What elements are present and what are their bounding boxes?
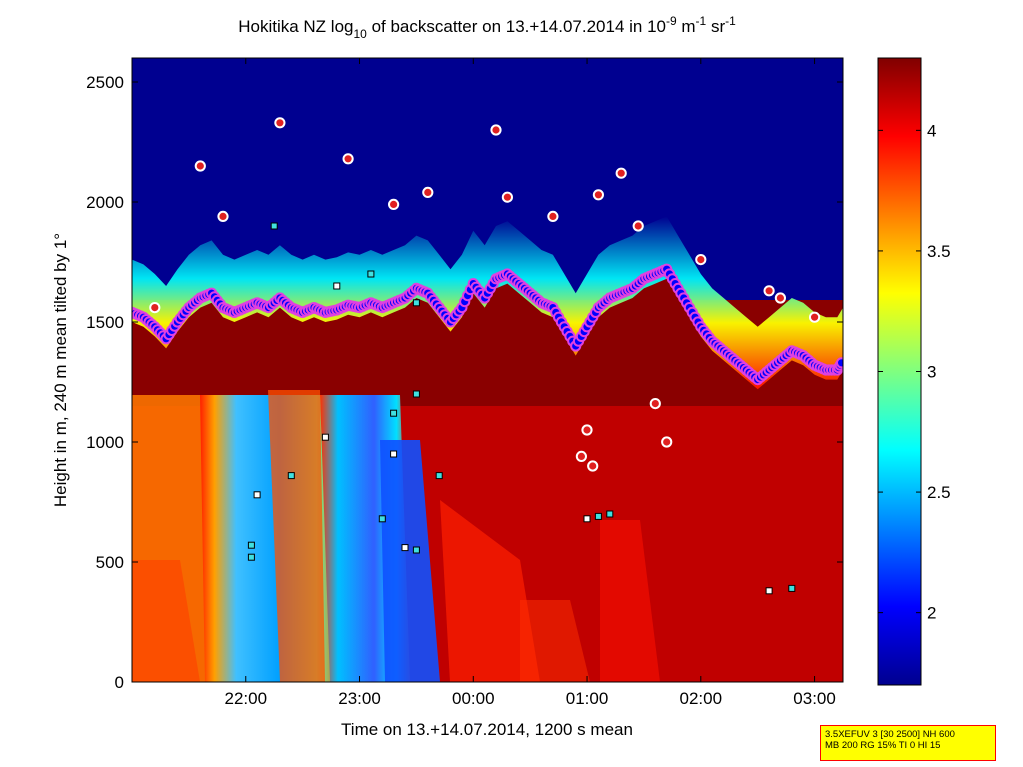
x-tick-label: 02:00 xyxy=(680,689,723,708)
cloud-base-point xyxy=(390,450,398,458)
red-column-5 xyxy=(520,600,590,682)
sky-point xyxy=(342,153,354,165)
red-column xyxy=(268,390,325,682)
cloud-base-point xyxy=(412,299,420,307)
x-axis-label: Time on 13.+14.07.2014, 1200 s mean xyxy=(341,720,633,739)
cloud-base-point xyxy=(788,584,796,592)
layer-top-point xyxy=(836,357,843,369)
sky-markers xyxy=(149,117,821,472)
layer-edge-band xyxy=(132,216,843,406)
layer-dark-body xyxy=(132,278,843,406)
cloud-base-point xyxy=(390,409,398,417)
sky-point xyxy=(809,311,821,323)
info-box: 3.5XEFUV 3 [30 2500] NH 600 MB 200 RG 15… xyxy=(820,725,996,761)
cloud-base-point xyxy=(378,515,386,523)
cloud-base-point xyxy=(594,512,602,520)
red-column-3 xyxy=(600,520,660,682)
colorbar-tick-label: 4 xyxy=(927,121,936,140)
y-tick-label: 2000 xyxy=(86,193,124,212)
sky-point xyxy=(422,186,434,198)
sky-point xyxy=(695,254,707,266)
y-tick-label: 1000 xyxy=(86,433,124,452)
layer-top-markers xyxy=(132,263,843,386)
x-tick-label: 01:00 xyxy=(566,689,609,708)
sky-point xyxy=(649,398,661,410)
sky-point xyxy=(490,124,502,136)
y-tick-label: 0 xyxy=(115,673,124,692)
sky-point xyxy=(149,302,161,314)
sky-point xyxy=(575,450,588,462)
x-tick-label: 23:00 xyxy=(338,689,381,708)
colorbar-tick-label: 3.5 xyxy=(927,242,951,261)
cloud-base-point xyxy=(435,472,443,480)
cloud-base-point xyxy=(247,553,255,561)
sky-point xyxy=(774,292,787,304)
cloud-base-point xyxy=(321,433,329,441)
red-column-2 xyxy=(440,500,540,682)
cloud-base-point xyxy=(765,587,773,595)
red-column-4 xyxy=(132,560,200,682)
cloud-base-point xyxy=(270,222,278,230)
x-tick-label: 03:00 xyxy=(793,689,836,708)
sky-point xyxy=(388,198,400,210)
x-axis: 22:00 23:00 00:00 01:00 02:00 03:00 xyxy=(224,58,836,708)
sky-point xyxy=(587,460,599,472)
cloud-base-point xyxy=(583,515,591,523)
x-tick-label: 00:00 xyxy=(452,689,495,708)
colorbar-tick-label: 3 xyxy=(927,363,936,382)
chart-title: Hokitika NZ log10 of backscatter on 13.+… xyxy=(238,14,736,41)
info-line-2: MB 200 RG 15% TI 0 HI 15 xyxy=(825,740,941,751)
cloud-base-point xyxy=(253,491,261,499)
clear-air-region-4 xyxy=(380,440,440,682)
sky-point xyxy=(763,285,775,297)
cloud-base-point xyxy=(367,270,375,278)
sky-point xyxy=(661,436,673,448)
sky-point xyxy=(581,424,593,436)
cloud-base-point xyxy=(247,541,255,549)
axes-frame xyxy=(131,57,844,683)
sky-point xyxy=(194,160,206,172)
y-tick-label: 1500 xyxy=(86,313,124,332)
y-tick-label: 500 xyxy=(96,553,124,572)
sky-point xyxy=(592,189,605,201)
colorbar xyxy=(877,57,922,686)
cloud-base-point xyxy=(333,282,341,290)
colorbar-ticks: 2 2.5 3 3.5 4 xyxy=(878,121,951,623)
sky-point xyxy=(547,210,559,222)
cloud-base-point xyxy=(412,390,420,398)
y-axis: 0 500 1000 1500 2000 2500 xyxy=(86,73,843,692)
cloud-base-point xyxy=(412,546,420,554)
cloud-base-markers xyxy=(247,222,796,595)
info-line-1: 3.5XEFUV 3 [30 2500] NH 600 xyxy=(825,729,955,740)
sky-point xyxy=(217,210,229,222)
cloud-base-point xyxy=(606,510,614,518)
sky-point xyxy=(501,191,513,203)
colorbar-tick-label: 2 xyxy=(927,604,936,623)
y-axis-label: Height in m, 240 m mean tilted by 1° xyxy=(51,233,70,507)
sky-point xyxy=(632,220,644,232)
sky-point xyxy=(615,167,627,179)
colorbar-tick-label: 2.5 xyxy=(927,483,951,502)
plot-area xyxy=(132,58,843,682)
sky-point xyxy=(274,117,286,129)
y-tick-label: 2500 xyxy=(86,73,124,92)
cloud-base-point xyxy=(401,544,409,552)
cloud-base-point xyxy=(287,472,295,480)
x-tick-label: 22:00 xyxy=(224,689,267,708)
